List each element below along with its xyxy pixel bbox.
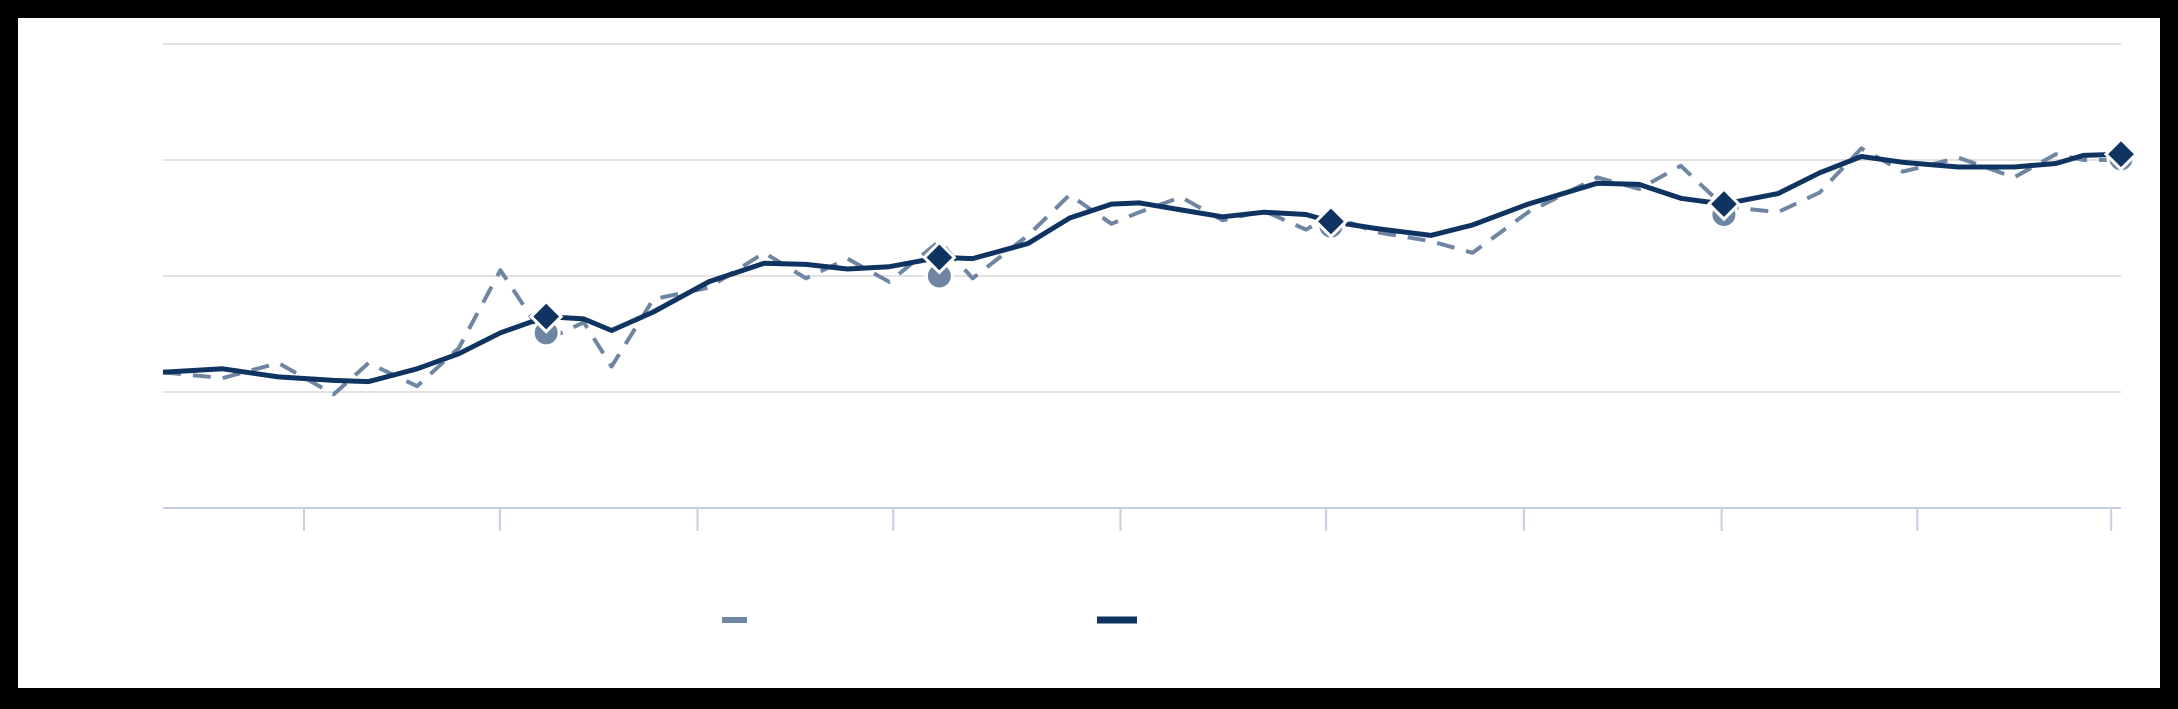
point-marker [529, 299, 564, 334]
series-line [162, 151, 2122, 385]
chart-background [18, 18, 2160, 688]
point-marker [1706, 186, 1742, 222]
point-marker [922, 240, 957, 275]
point-marker [2103, 137, 2139, 172]
point-marker [1313, 204, 1349, 239]
series-line [162, 146, 2121, 397]
